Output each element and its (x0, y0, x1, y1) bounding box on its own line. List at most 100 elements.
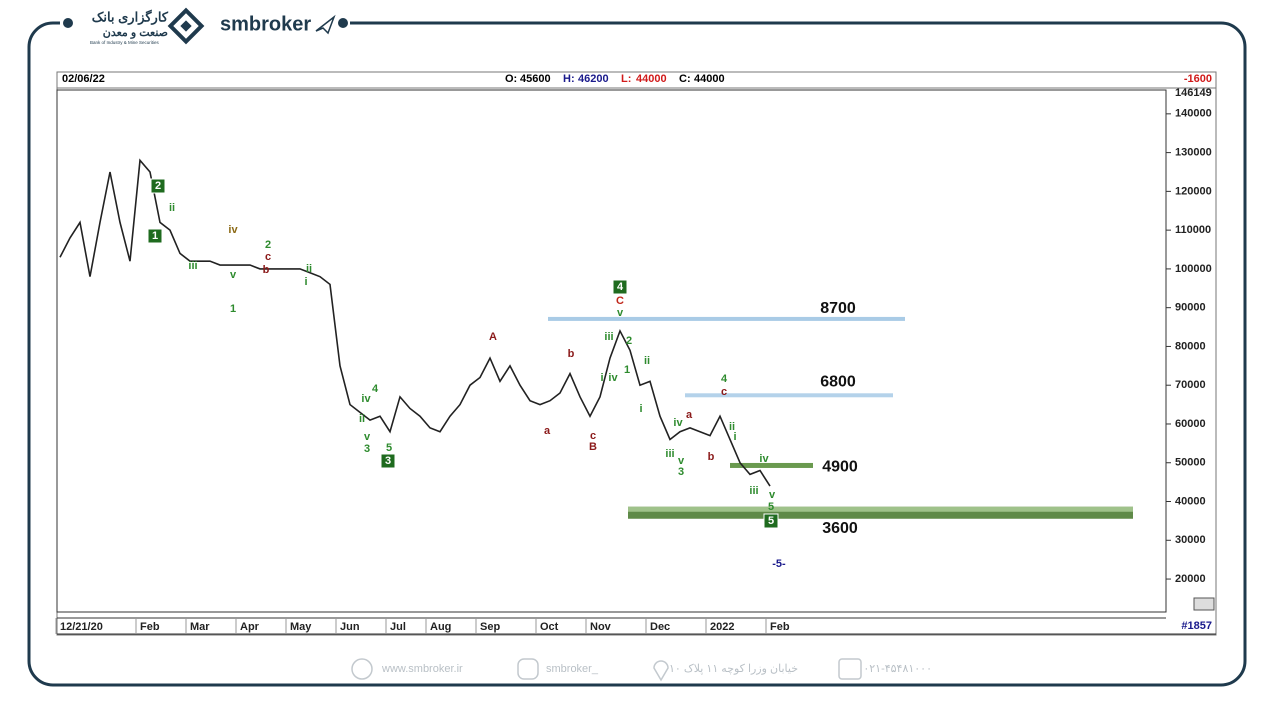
wave-label: iv (228, 224, 238, 236)
level-band (548, 316, 905, 321)
wave-label: iv (673, 417, 683, 429)
wave-label: iv (608, 372, 618, 384)
wave-label: ii (169, 202, 175, 214)
x-tick-label: Mar (190, 621, 210, 633)
x-tick-label: Jul (390, 621, 406, 633)
level-band (685, 393, 893, 398)
x-tick-label: Feb (140, 621, 160, 633)
level-label: 8700 (820, 300, 856, 317)
logo-fa: صنعت و معدن (103, 27, 168, 39)
x-tick-label: May (290, 621, 312, 633)
wave-label: iv (759, 453, 769, 465)
wave-label: iii (665, 448, 674, 460)
dot (63, 18, 73, 28)
wave-label: 3 (364, 443, 370, 455)
x-tick-label: Aug (430, 621, 451, 633)
wave-label: b (568, 348, 575, 360)
wave-label: 1 (624, 364, 630, 376)
x-tick-label: Dec (650, 621, 670, 633)
ohlc-label: L: (621, 73, 631, 85)
wave-label: v (617, 307, 624, 319)
wave-label: iii (749, 485, 758, 497)
corner-icon (1193, 597, 1215, 611)
y-tick-label: 20000 (1175, 573, 1206, 585)
wave-label: 2 (265, 239, 271, 251)
wave-label: ii (644, 355, 650, 367)
x-tick-label: 12/21/20 (60, 621, 103, 633)
y-tick-label: 130000 (1175, 147, 1212, 159)
x-tick-label: Sep (480, 621, 500, 633)
wave-label: 4 (617, 281, 624, 293)
wave-label: a (686, 409, 693, 421)
wave-label: B (589, 441, 597, 453)
ohlc-label: O: (505, 73, 517, 85)
wave-label: v (678, 455, 685, 467)
x-tick-label: Oct (540, 621, 559, 633)
wave-box (763, 513, 779, 529)
plane-icon (315, 14, 336, 35)
ohlc-label: C: (679, 73, 691, 85)
wave-label: 4 (721, 373, 728, 385)
wave-label: a (544, 425, 551, 437)
wave-label: 4 (372, 383, 379, 395)
brand: smbroker (220, 13, 311, 35)
website: www.smbroker.ir (381, 663, 463, 675)
wave-label: -5- (772, 558, 786, 570)
logo-gap (60, 5, 350, 45)
plot-area (56, 89, 1167, 613)
wave-label: C (616, 295, 624, 307)
y-tick-label: 80000 (1175, 340, 1206, 352)
wave-label: iv (361, 393, 371, 405)
wave-box (380, 453, 396, 469)
ohlc-value: 44000 (694, 73, 725, 85)
wave-label: 2 (626, 335, 632, 347)
footer: www.smbroker.ir smbroker_ خیابان وزرا کو… (351, 658, 932, 682)
wave-label: 1 (152, 230, 158, 242)
y-max-label: 146149 (1175, 87, 1212, 99)
y-tick-label: 90000 (1175, 302, 1206, 314)
wave-label: iii (188, 260, 197, 272)
wave-label: 3 (678, 466, 684, 478)
ohlc-label: H: (563, 73, 575, 85)
wave-label: 5 (386, 442, 392, 454)
wave-label: A (489, 331, 497, 343)
address: خیابان وزرا کوچه ۱۱ پلاک ۱۰ (669, 663, 798, 675)
wave-label: ii (306, 263, 312, 275)
wave-label: i (600, 372, 603, 384)
logo-fa: کارگزاری بانک (92, 8, 169, 25)
wave-label: iii (604, 331, 613, 343)
x-tick-label: 2022 (710, 621, 734, 633)
change: -1600 (1184, 73, 1212, 85)
wave-label: b (263, 264, 270, 276)
wave-label: ii (729, 421, 735, 433)
level-band-light (628, 506, 1133, 512)
wave-label: c (721, 386, 727, 398)
y-tick-label: 50000 (1175, 457, 1206, 469)
wave-label: i (733, 431, 736, 443)
wave-label: ii (359, 413, 365, 425)
level-label: 3600 (822, 520, 858, 537)
wave-label: v (769, 489, 776, 501)
wave-box (147, 228, 163, 244)
wave-label: 5 (768, 501, 774, 513)
bar-count: #1857 (1181, 620, 1212, 632)
x-tick-label: Feb (770, 621, 790, 633)
wave-label: c (590, 430, 596, 442)
ohlc-value: 44000 (636, 73, 667, 85)
date: 02/06/22 (62, 73, 105, 85)
wave-label: 5 (768, 515, 774, 527)
y-tick-label: 120000 (1175, 185, 1212, 197)
phone: ۰۲۱-۴۵۴۸۱۰۰۰ (863, 663, 932, 675)
wave-box (612, 279, 628, 295)
x-tick-label: Nov (590, 621, 612, 633)
x-tick-label: Jun (340, 621, 360, 633)
wave-label: 3 (385, 455, 391, 467)
y-tick-label: 140000 (1175, 108, 1212, 120)
y-tick-label: 30000 (1175, 534, 1206, 546)
y-tick-label: 40000 (1175, 495, 1206, 507)
wave-label: v (230, 269, 237, 281)
wave-label: b (708, 451, 715, 463)
ohlc-value: 46200 (578, 73, 609, 85)
level-band (730, 462, 813, 468)
